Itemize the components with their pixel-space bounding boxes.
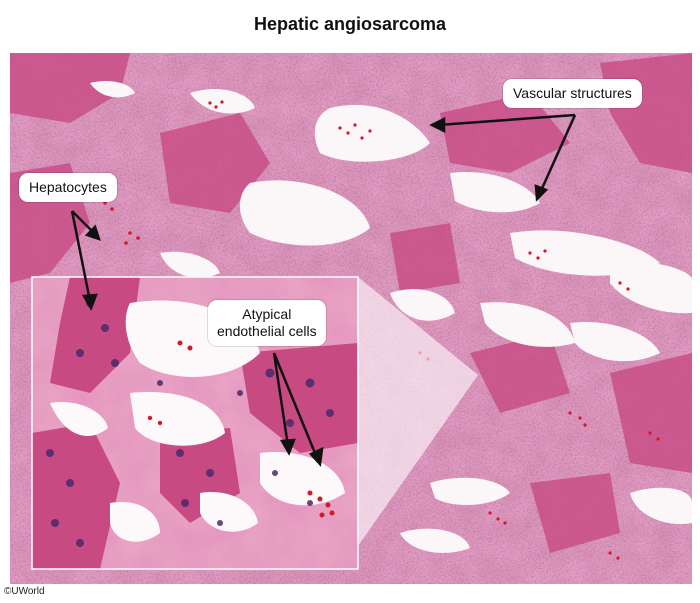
atypical-endothelial-cells-label: Atypical endothelial cells — [208, 300, 326, 346]
figure-title: Hepatic angiosarcoma — [253, 14, 447, 34]
vascular-structures-text: Vascular structures — [513, 85, 632, 101]
histology-micrograph — [10, 53, 692, 584]
copyright-notice: ©UWorld — [4, 586, 45, 597]
hepatocytes-label: Hepatocytes — [19, 173, 117, 202]
atypical-text-line1: Atypical — [242, 306, 292, 322]
vascular-structures-label: Vascular structures — [503, 79, 642, 108]
atypical-text-line2: endothelial cells — [217, 323, 317, 339]
hepatocytes-text: Hepatocytes — [29, 179, 107, 195]
